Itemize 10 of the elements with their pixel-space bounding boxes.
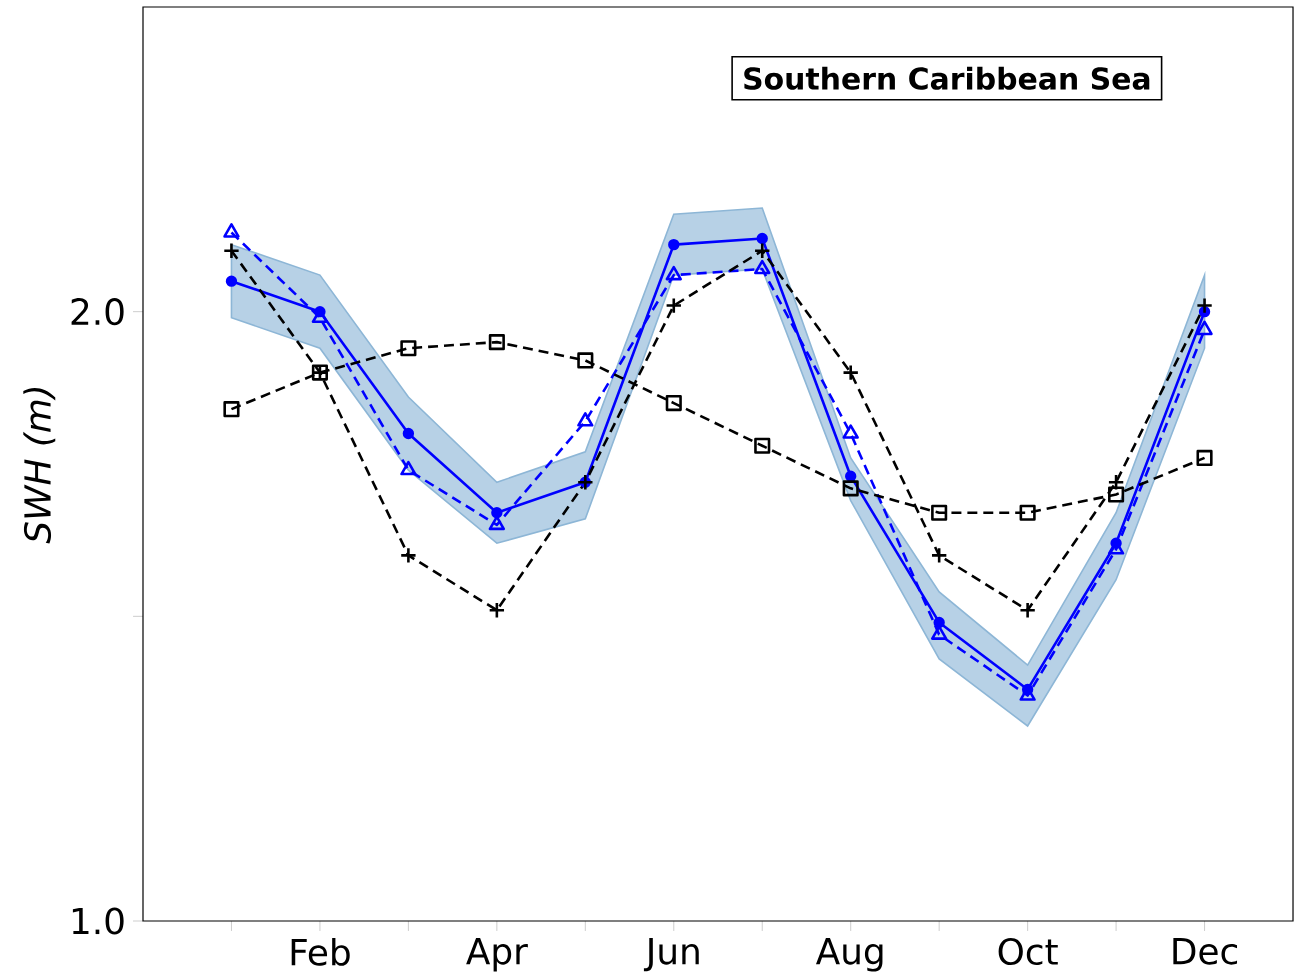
x-tick-label: Jun <box>643 937 699 972</box>
x-tick-label: Apr <box>466 937 528 972</box>
x-tick-label: Oct <box>998 938 1058 966</box>
x-tick-label: Aug <box>815 937 883 972</box>
x-tick-label: Feb <box>291 938 350 966</box>
y-axis-title: SWH (m) <box>23 387 56 544</box>
y-tick-label: 1.0 <box>72 907 124 935</box>
annotation: Southern Caribbean Sea <box>744 66 1150 90</box>
x-tick-label: Dec <box>1173 937 1238 965</box>
y-tick-label: 2.0 <box>71 298 124 326</box>
